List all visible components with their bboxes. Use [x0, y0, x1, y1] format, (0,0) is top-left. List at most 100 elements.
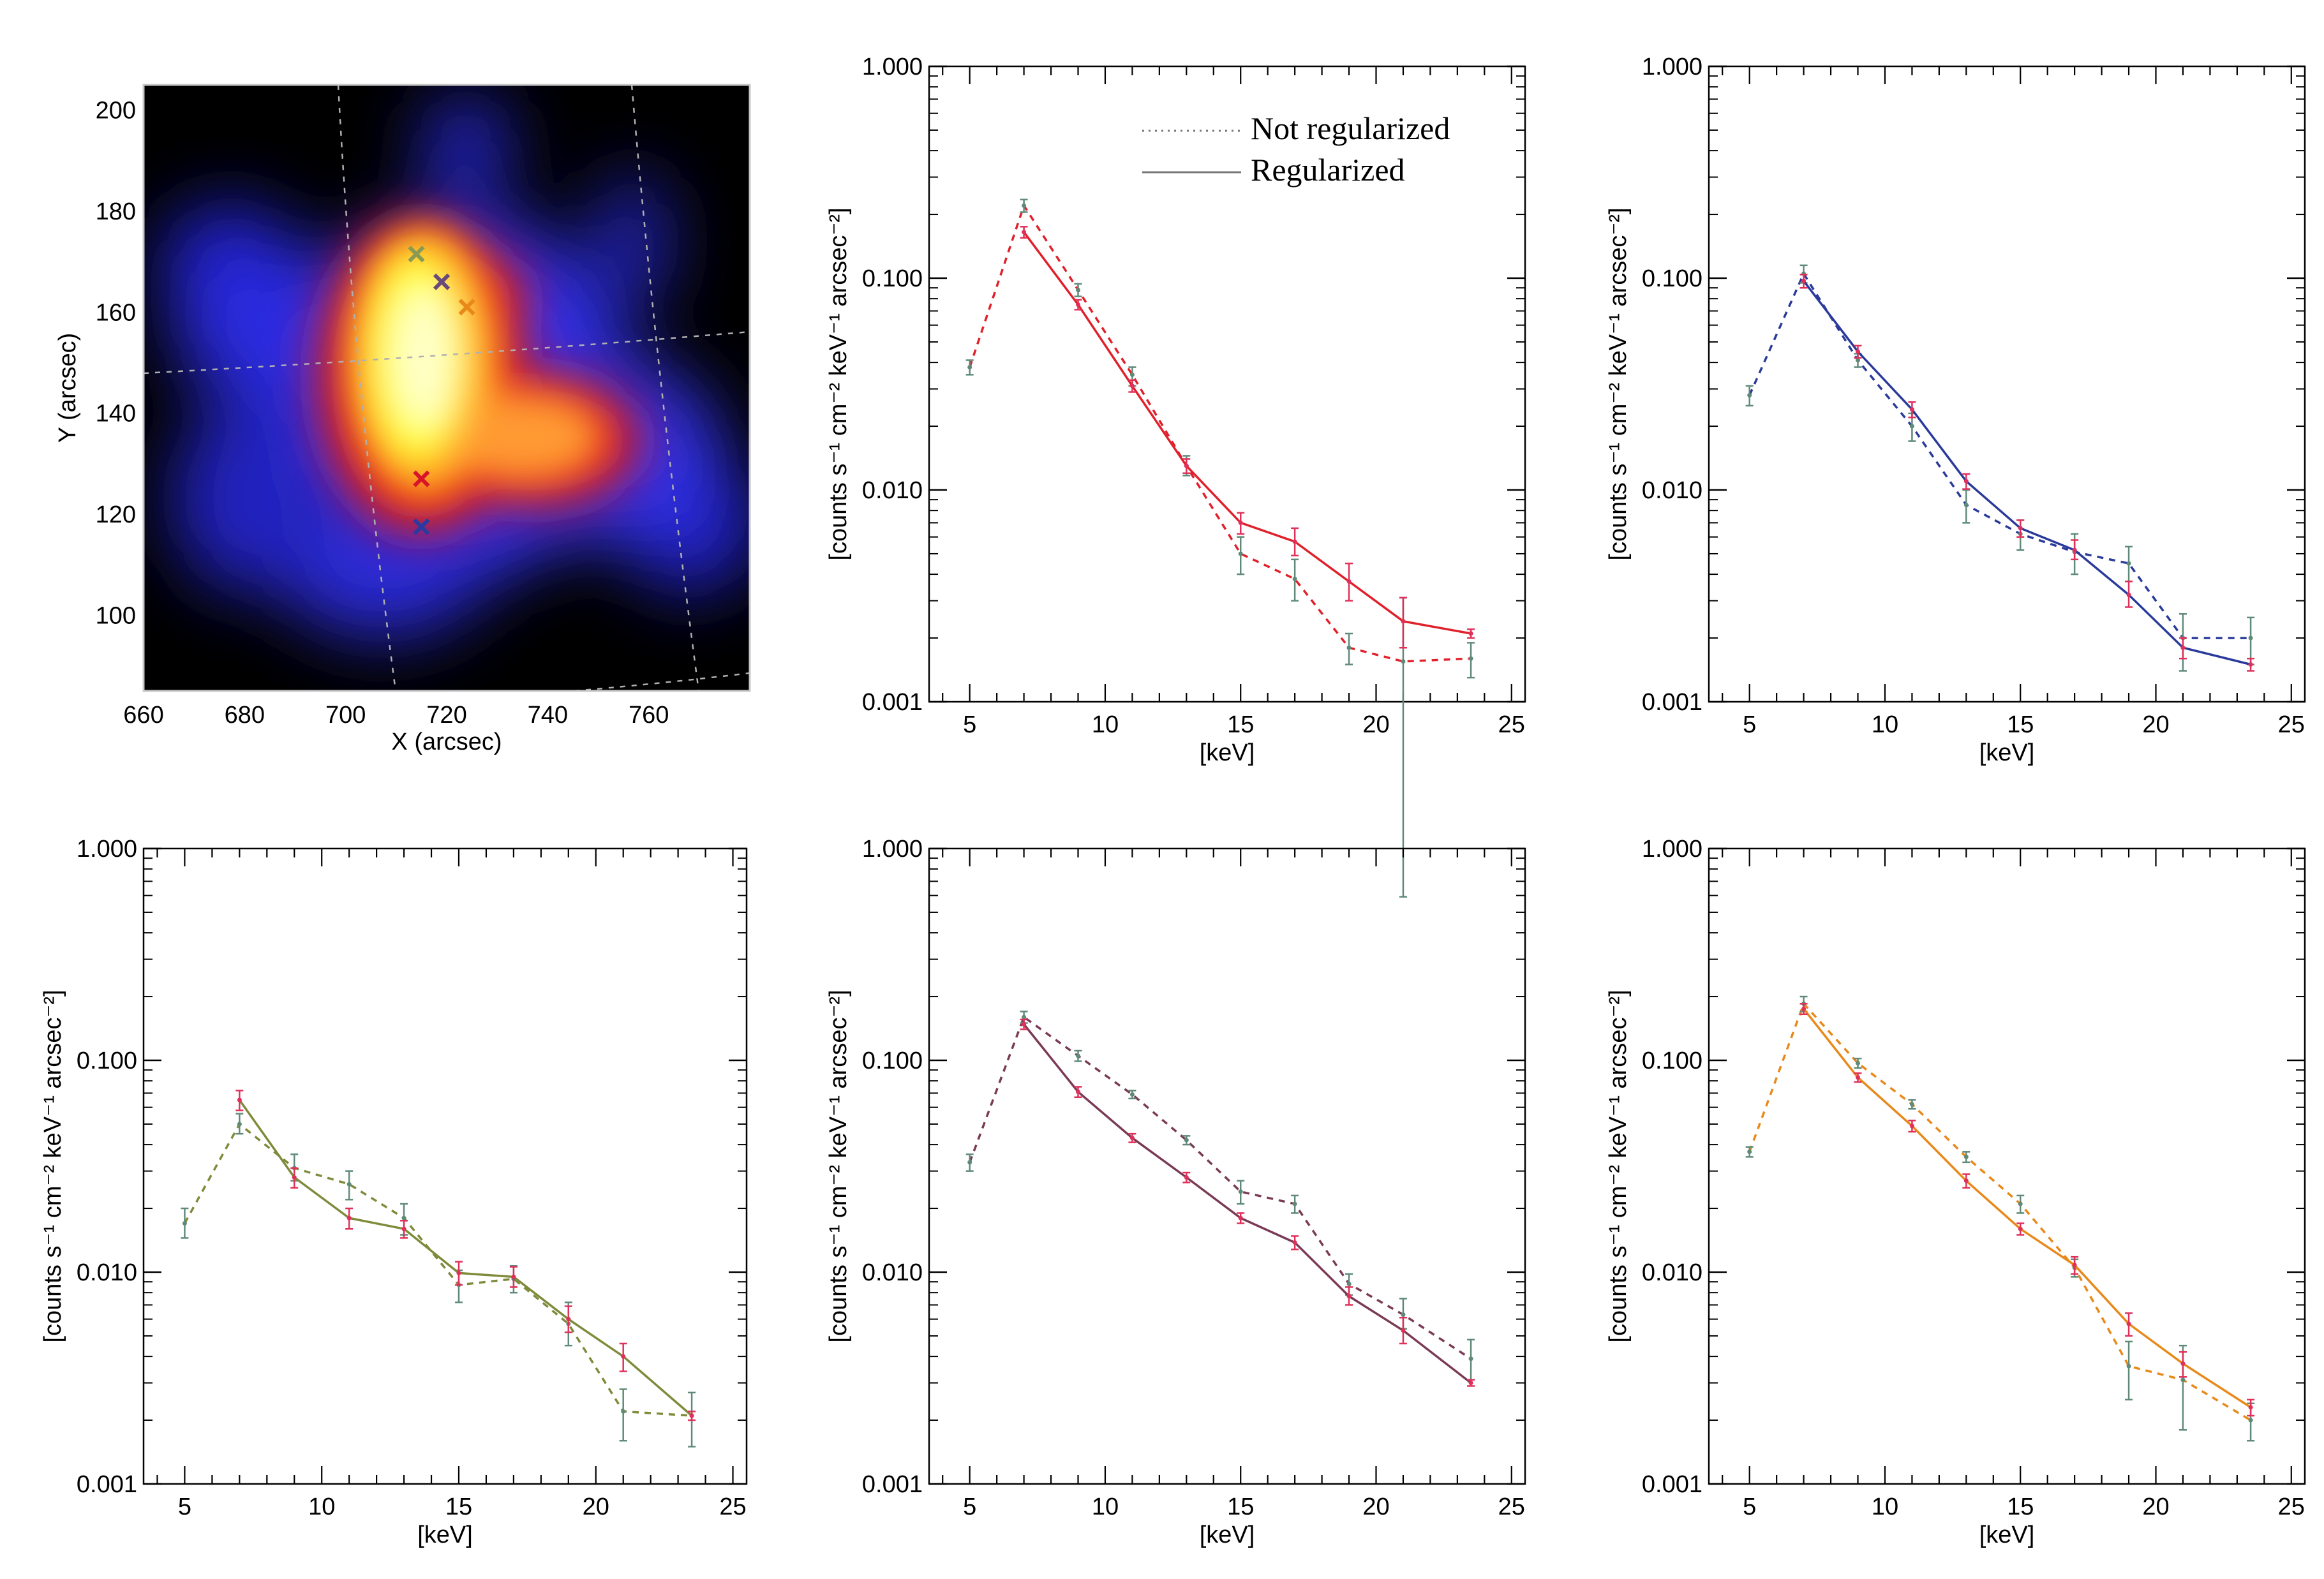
- data-point: [967, 365, 972, 370]
- map-panel: 660 680 700 720 740 760 100 120 140 160 180 200 X …: [54, 84, 751, 755]
- data-point: [2126, 592, 2131, 597]
- map-y-label: Y (arcsec): [54, 333, 81, 443]
- data-point: [1747, 1149, 1752, 1154]
- data-point: [1076, 1053, 1080, 1058]
- x-tick-label: 25: [1498, 711, 1525, 738]
- y-axis-label: [counts s⁻¹ cm⁻² keV⁻¹ arcsec⁻²]: [825, 990, 852, 1342]
- y-tick-label: 0.001: [1642, 1471, 1702, 1498]
- x-tick-label: 15: [1227, 711, 1254, 738]
- series-line: [1748, 1001, 2251, 1421]
- data-point: [511, 1274, 516, 1279]
- series-not-regularized: [1745, 264, 2255, 672]
- series-regularized: [1020, 226, 1475, 649]
- data-point: [2180, 645, 2186, 650]
- data-point: [2248, 1405, 2253, 1410]
- data-point: [1238, 1189, 1243, 1194]
- y-axis-label: [counts s⁻¹ cm⁻² keV⁻¹ arcsec⁻²]: [825, 207, 852, 560]
- x-tick-label: 5: [1743, 1494, 1756, 1520]
- y-tick-label: 1.000: [1642, 54, 1702, 80]
- data-point: [1292, 1240, 1297, 1245]
- data-point: [1468, 1381, 1473, 1386]
- x-tick-label: 20: [1362, 1494, 1389, 1520]
- series-line: [969, 203, 1471, 663]
- x-tick-label: 5: [178, 1494, 191, 1520]
- data-point: [1184, 463, 1189, 468]
- x-tick-label: 25: [719, 1494, 746, 1520]
- series-not-regularized: [181, 1113, 696, 1448]
- data-point: [401, 1215, 406, 1220]
- error-bar: [2247, 616, 2255, 665]
- map-y-tick-label: 180: [96, 198, 136, 225]
- plot-frame: [1708, 65, 2306, 703]
- map-y-tick-label: 200: [96, 98, 136, 124]
- data-point: [401, 1226, 406, 1231]
- series-regularized: [1799, 1003, 2255, 1417]
- data-point: [1238, 520, 1243, 525]
- data-point: [1909, 1102, 1914, 1107]
- plot-frame: [928, 847, 1526, 1485]
- x-tick-label: 20: [583, 1494, 609, 1520]
- data-point: [621, 1409, 626, 1414]
- data-point: [1856, 349, 1860, 354]
- x-tick-label: 20: [1362, 711, 1389, 738]
- map-x-tick-label: 760: [629, 702, 669, 729]
- data-point: [2018, 526, 2023, 531]
- map-x-label: X (arcsec): [391, 729, 502, 755]
- data-point: [1022, 1021, 1027, 1027]
- data-point: [1963, 502, 1969, 507]
- data-point: [2072, 547, 2077, 552]
- map-grid: [144, 85, 750, 691]
- y-tick-label: 0.100: [1642, 265, 1702, 292]
- spectrum-panel-5: 0.001 0.010 0.100 1.000 5 10 15 20 25 [keV] [count…: [1605, 836, 2306, 1548]
- data-point: [346, 1215, 352, 1220]
- series-regularized: [1799, 274, 2255, 672]
- plot-frame: [142, 847, 748, 1485]
- data-point: [292, 1175, 297, 1180]
- series-regularized: [235, 1090, 696, 1421]
- data-point: [1184, 1138, 1189, 1143]
- marker-olive: [408, 246, 425, 263]
- x-tick-label: 20: [2142, 1494, 2169, 1520]
- x-tick-label: 5: [1743, 711, 1756, 738]
- data-point: [2126, 1321, 2131, 1326]
- x-tick-label: 15: [445, 1494, 472, 1520]
- data-point: [2248, 662, 2253, 667]
- error-bar: [2125, 1340, 2133, 1401]
- y-tick-label: 0.010: [1642, 477, 1702, 504]
- data-point: [1401, 1312, 1406, 1317]
- x-axis-label: [keV]: [1979, 739, 2035, 766]
- data-point: [1292, 539, 1297, 544]
- y-tick-label: 0.100: [1642, 1048, 1702, 1074]
- y-tick-label: 0.010: [862, 1259, 923, 1286]
- plot-frame: [928, 65, 1526, 703]
- data-point: [2018, 1201, 2023, 1206]
- data-point: [621, 1354, 626, 1359]
- x-axis-label: [keV]: [417, 1522, 473, 1548]
- data-point: [1801, 1006, 1806, 1011]
- data-point: [182, 1220, 187, 1226]
- x-tick-label: 10: [1872, 711, 1898, 738]
- series-line: [1748, 271, 2251, 639]
- data-point: [2126, 561, 2131, 566]
- map-y-tick-label: 160: [96, 299, 136, 326]
- map-frame: [142, 84, 751, 692]
- spectrum-panel-4: 0.001 0.010 0.100 1.000 5 10 15 20 25 [keV] [count…: [825, 836, 1526, 1548]
- data-point: [1346, 1281, 1352, 1286]
- data-point: [1468, 656, 1473, 661]
- data-point: [1022, 1014, 1027, 1019]
- spectrum-panel-2: 0.001 0.010 0.100 1.000 5 10 15 20 25 [keV] [count…: [1605, 54, 2306, 766]
- y-tick-label: 1.000: [862, 54, 923, 80]
- data-point: [2126, 1363, 2131, 1368]
- y-tick-label: 0.100: [862, 265, 923, 292]
- y-axis-label: [counts s⁻¹ cm⁻² keV⁻¹ arcsec⁻²]: [1605, 990, 1632, 1342]
- y-tick-label: 0.010: [1642, 1259, 1702, 1286]
- series-line: [1803, 280, 2251, 666]
- data-point: [967, 1160, 972, 1165]
- legend-not-regularized: Not regularized: [1251, 110, 1450, 146]
- map-markers: [408, 246, 475, 535]
- data-point: [1292, 577, 1297, 582]
- x-axis-label: [keV]: [1200, 1522, 1255, 1548]
- map-emission: [144, 85, 750, 691]
- data-point: [1909, 1123, 1914, 1129]
- data-point: [1856, 1060, 1860, 1065]
